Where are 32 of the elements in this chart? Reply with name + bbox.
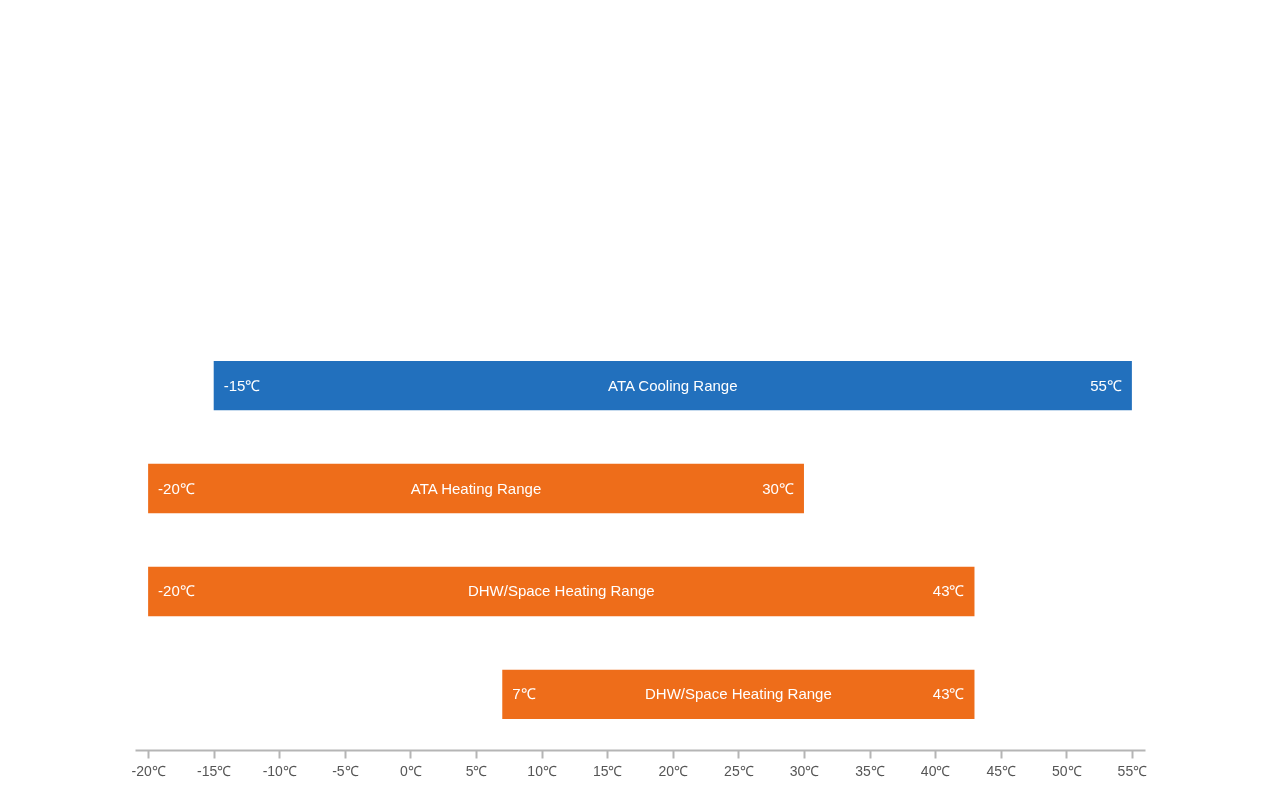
y-tick-label: ATA Heating Range — [410, 479, 542, 497]
x-tick-label: 30℃ — [789, 762, 820, 779]
data-label: 55℃ — [1090, 376, 1122, 394]
x-tick-label: 20℃ — [658, 762, 689, 779]
x-tick-label: 40℃ — [920, 762, 951, 779]
x-tick-label: 55℃ — [1117, 762, 1148, 779]
data-label: 30℃ — [762, 479, 794, 497]
x-tick-label: 0℃ — [400, 762, 422, 779]
y-tick-label: DHW/Space Heating Range — [644, 685, 832, 703]
x-tick-label: 10℃ — [527, 762, 557, 779]
x-tick-label: -20℃ — [131, 762, 166, 779]
x-tick-label: -5℃ — [332, 762, 359, 779]
data-label: 43℃ — [932, 685, 965, 703]
x-tick-label: 25℃ — [724, 762, 754, 779]
x-tick-label: 5℃ — [465, 762, 488, 779]
x-tick-label: -15℃ — [197, 762, 232, 779]
bar — [502, 669, 975, 720]
x-tick-label: 50℃ — [1052, 762, 1082, 779]
x-tick-label: 45℃ — [986, 762, 1016, 779]
bar — [148, 463, 804, 514]
y-tick-label: ATA Cooling Range — [608, 376, 738, 394]
annotation: -20℃ — [158, 479, 195, 497]
x-tick-label: 15℃ — [592, 762, 623, 779]
data-label: 43℃ — [932, 582, 965, 600]
annotation: -15℃ — [223, 376, 261, 394]
x-tick-label: 35℃ — [855, 762, 885, 779]
annotation: -20℃ — [158, 582, 195, 600]
x-tick-label: -10℃ — [262, 762, 297, 779]
bar — [148, 566, 975, 617]
annotation: 7℃ — [512, 685, 536, 703]
bar — [213, 360, 1132, 411]
y-tick-label: DHW/Space Heating Range — [467, 582, 655, 600]
